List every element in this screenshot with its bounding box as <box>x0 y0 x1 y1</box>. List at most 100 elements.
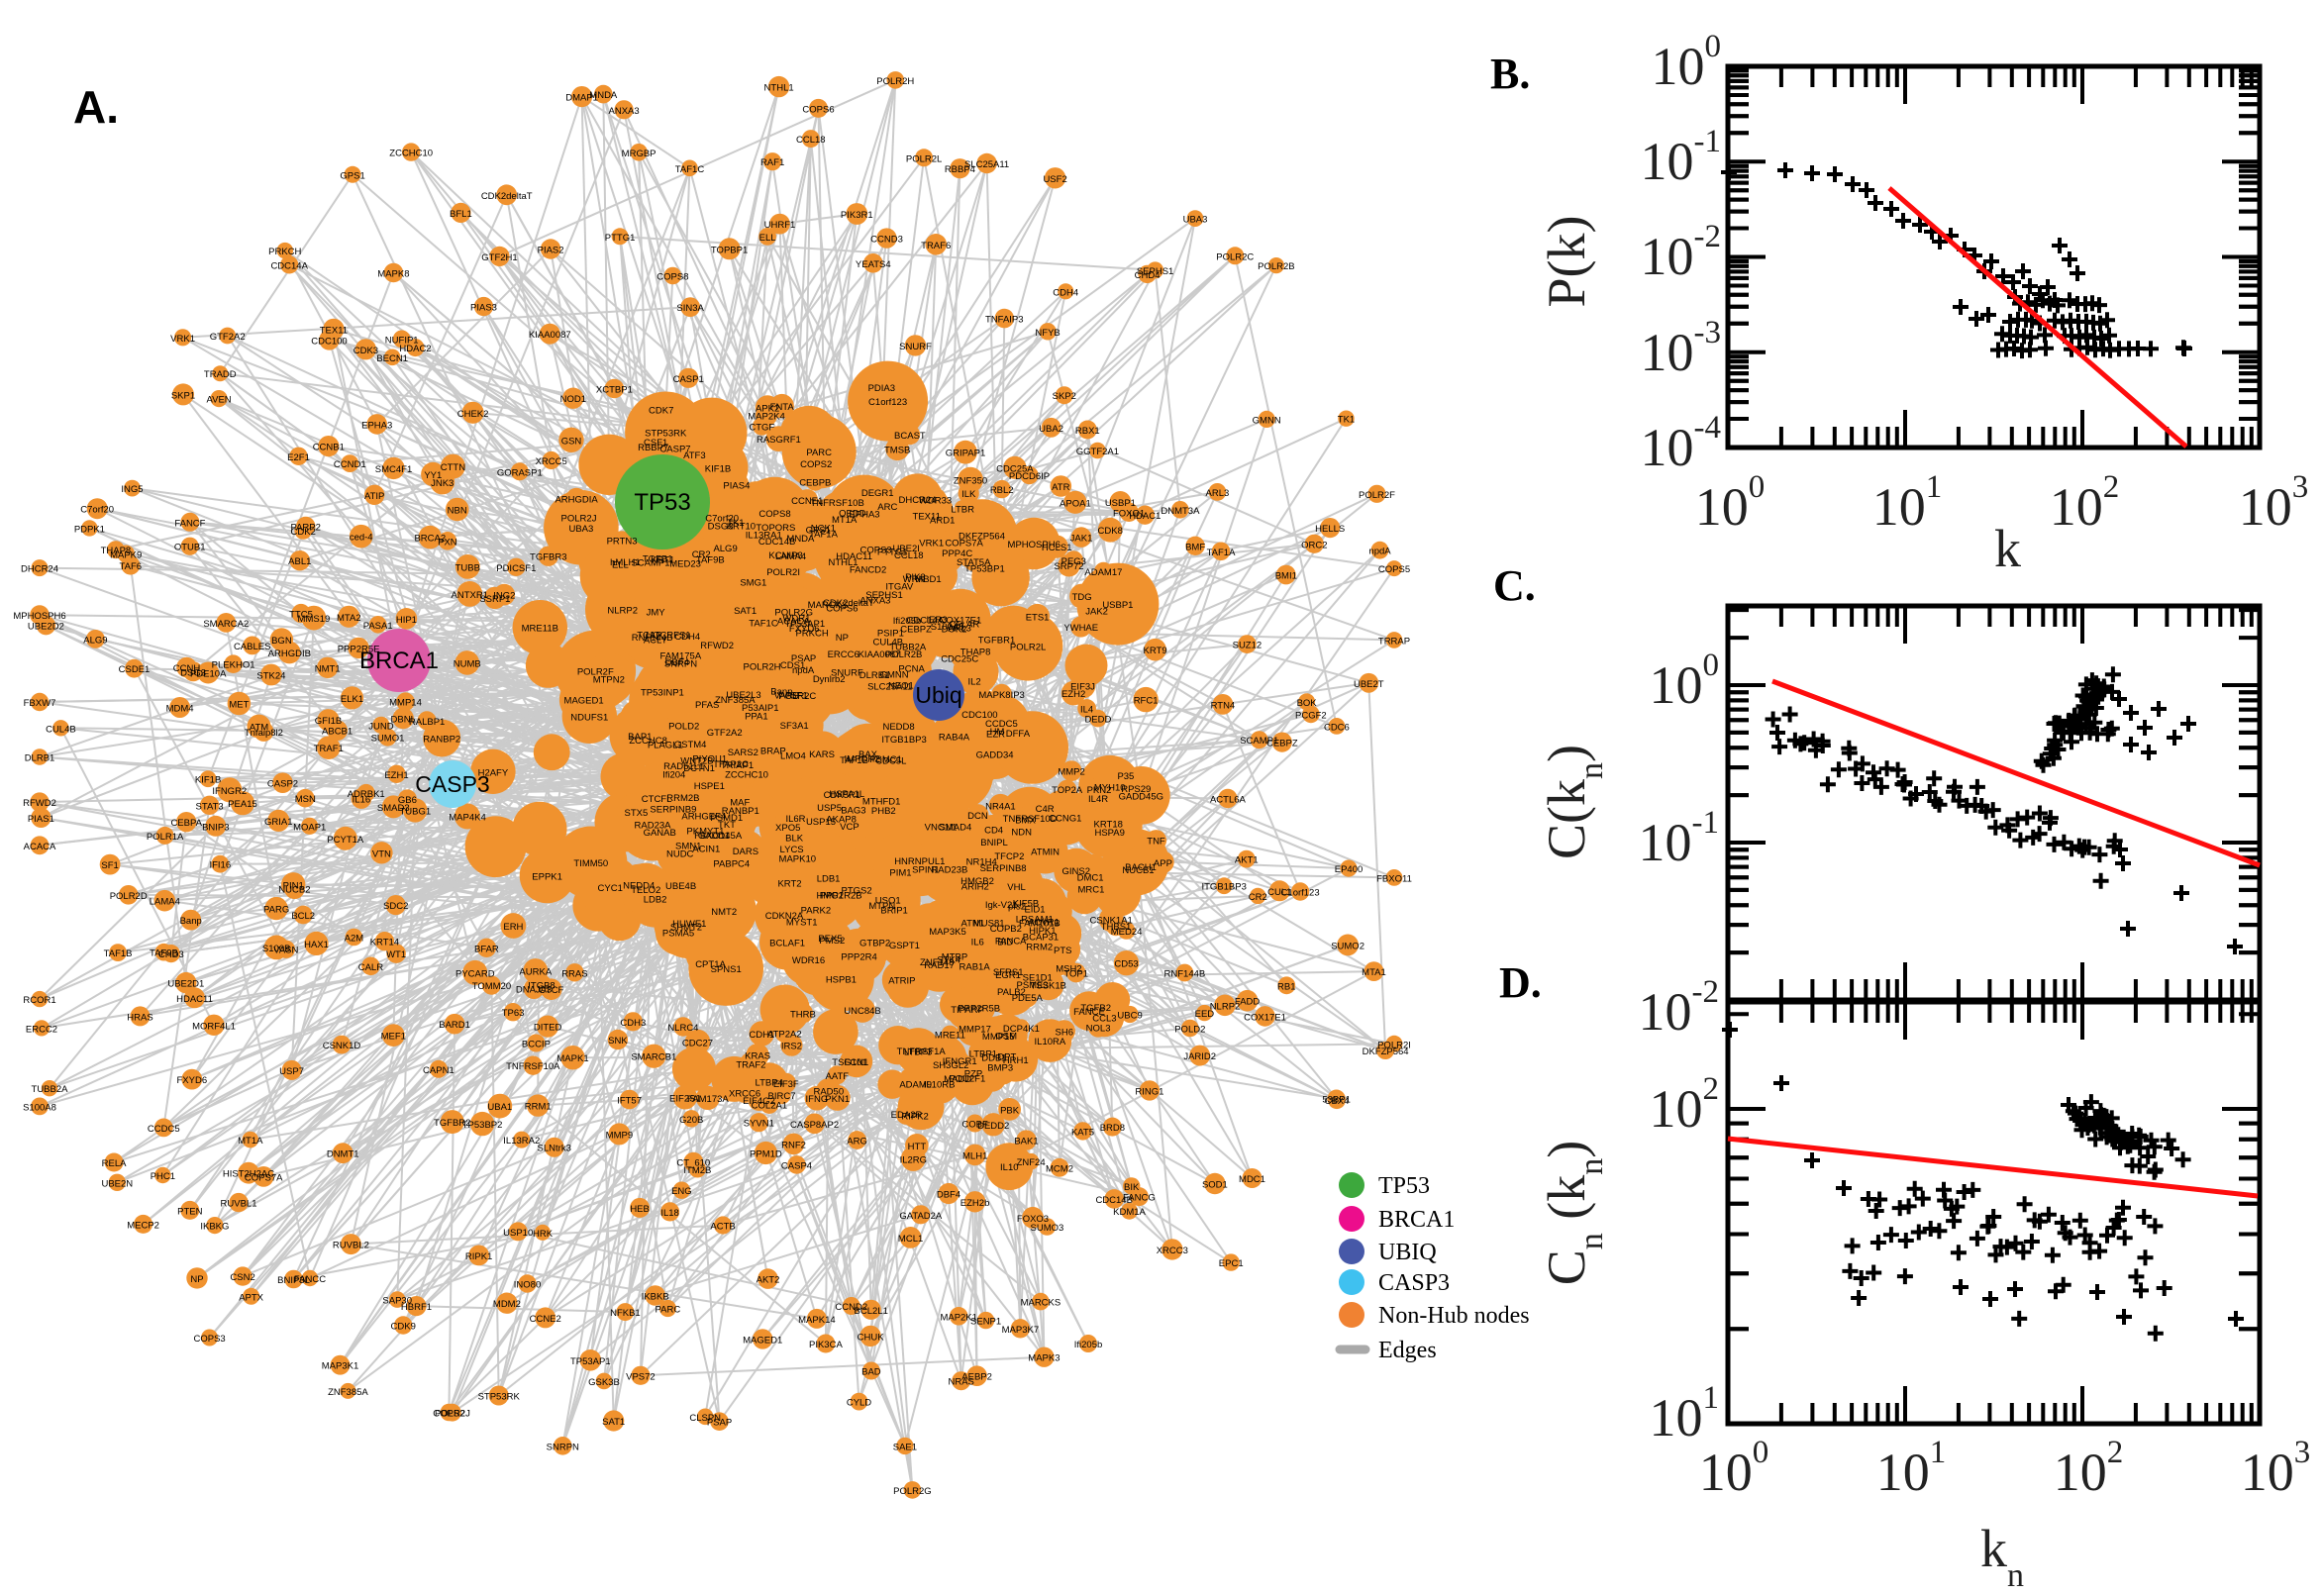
svg-text:RB1: RB1 <box>1277 981 1295 992</box>
svg-text:EIF3F: EIF3F <box>773 1079 799 1090</box>
svg-text:CD53: CD53 <box>1114 959 1138 970</box>
svg-text:TAF1C: TAF1C <box>675 164 705 175</box>
svg-text:SAT1: SAT1 <box>602 1417 625 1428</box>
svg-text:RUVBL2: RUVBL2 <box>333 1241 369 1251</box>
svg-text:POU2F1: POU2F1 <box>949 1074 985 1085</box>
svg-text:ATMIN: ATMIN <box>1031 848 1060 858</box>
svg-text:S100A8: S100A8 <box>23 1102 56 1113</box>
svg-text:C7orf20: C7orf20 <box>80 505 114 516</box>
svg-text:GMNN: GMNN <box>1253 415 1281 426</box>
svg-text:TP53BP1: TP53BP1 <box>964 563 1005 574</box>
svg-text:MAPK1: MAPK1 <box>556 1053 588 1064</box>
svg-text:CFLAR: CFLAR <box>949 620 979 631</box>
svg-text:D.: D. <box>1499 958 1542 1007</box>
svg-text:102: 102 <box>2050 469 2120 537</box>
svg-text:RRAS: RRAS <box>561 968 587 979</box>
svg-text:NDUFS1: NDUFS1 <box>570 712 608 723</box>
svg-text:BLK: BLK <box>785 834 804 845</box>
svg-text:CASP4: CASP4 <box>781 1160 812 1171</box>
svg-text:HMGB2: HMGB2 <box>960 876 994 887</box>
svg-text:COPS6: COPS6 <box>826 603 858 614</box>
svg-text:WDR33: WDR33 <box>919 496 952 507</box>
svg-text:TUBG1: TUBG1 <box>399 806 431 817</box>
svg-text:COPS2: COPS2 <box>433 1409 464 1420</box>
svg-text:ILK: ILK <box>961 489 976 500</box>
svg-text:MAPK8: MAPK8 <box>377 269 409 280</box>
svg-text:CDC14A: CDC14A <box>270 260 308 271</box>
svg-text:COPS7A: COPS7A <box>245 1172 283 1183</box>
svg-text:POLR2I: POLR2I <box>766 567 800 578</box>
svg-text:RRM2: RRM2 <box>1026 942 1053 952</box>
svg-text:FAM173A: FAM173A <box>687 1094 729 1105</box>
svg-text:RAB1A: RAB1A <box>960 962 991 973</box>
svg-text:102: 102 <box>2054 1435 2124 1502</box>
svg-text:KRT2: KRT2 <box>777 879 801 890</box>
svg-text:CASP1: CASP1 <box>673 374 704 385</box>
svg-text:IFNGR2: IFNGR2 <box>212 786 247 797</box>
svg-text:DEGR1: DEGR1 <box>861 488 894 499</box>
svg-text:ARHGDIA: ARHGDIA <box>555 495 598 506</box>
svg-text:CASP3: CASP3 <box>1378 1270 1450 1296</box>
svg-text:FXYD6: FXYD6 <box>176 1075 207 1086</box>
svg-text:RNF2: RNF2 <box>781 1140 806 1150</box>
svg-text:EPHA3: EPHA3 <box>361 420 392 431</box>
svg-text:MDM2: MDM2 <box>493 1299 521 1310</box>
svg-text:NEDD8: NEDD8 <box>882 722 914 733</box>
svg-text:MORF4L1: MORF4L1 <box>192 1021 236 1032</box>
svg-text:TOP2A: TOP2A <box>1052 785 1083 796</box>
svg-text:KDM1A: KDM1A <box>1113 1207 1146 1218</box>
svg-text:EP400: EP400 <box>1335 864 1364 875</box>
svg-text:YY1: YY1 <box>424 470 442 481</box>
svg-text:NOD1: NOD1 <box>560 394 586 405</box>
svg-text:CEBPZ: CEBPZ <box>1266 739 1298 749</box>
svg-text:ALG9: ALG9 <box>713 544 737 554</box>
svg-text:MAP2K1: MAP2K1 <box>940 1312 977 1323</box>
svg-text:ATP2A2: ATP2A2 <box>767 1029 802 1040</box>
svg-text:RBBP7: RBBP7 <box>638 443 668 453</box>
svg-text:CDC25A: CDC25A <box>996 463 1034 474</box>
svg-text:SNRPN: SNRPN <box>547 1442 579 1452</box>
svg-text:CBX4: CBX4 <box>1325 1096 1350 1107</box>
svg-text:MDM4: MDM4 <box>166 704 194 715</box>
svg-text:UBE2I: UBE2I <box>892 544 919 554</box>
svg-text:POLR2C: POLR2C <box>1216 251 1254 262</box>
svg-text:TTC5: TTC5 <box>289 610 313 621</box>
svg-text:MSH2: MSH2 <box>1056 964 1081 975</box>
svg-text:LTBR: LTBR <box>951 505 974 516</box>
svg-text:POLR2H: POLR2H <box>876 76 914 87</box>
svg-text:BAD: BAD <box>861 1367 881 1378</box>
svg-text:PKN2: PKN2 <box>1087 785 1112 796</box>
svg-text:RAF1: RAF1 <box>760 157 784 168</box>
svg-text:ATIP: ATIP <box>364 491 384 502</box>
svg-text:103: 103 <box>2239 469 2309 537</box>
svg-text:CDH3: CDH3 <box>620 1018 646 1029</box>
svg-text:DKFZP564: DKFZP564 <box>959 531 1005 542</box>
svg-text:OEDD: OEDD <box>839 508 866 519</box>
svg-text:CCL18: CCL18 <box>796 135 826 146</box>
svg-text:A.: A. <box>73 81 119 133</box>
svg-text:CDC6: CDC6 <box>1324 722 1350 733</box>
svg-text:SKP1: SKP1 <box>171 390 195 401</box>
svg-text:PASA1: PASA1 <box>363 621 393 632</box>
svg-text:CDC100: CDC100 <box>311 336 347 347</box>
svg-text:USF2: USF2 <box>1043 174 1066 185</box>
svg-text:RAB4A: RAB4A <box>939 733 970 744</box>
svg-text:CDK8: CDK8 <box>1098 526 1123 537</box>
svg-text:SDC2: SDC2 <box>383 901 408 912</box>
svg-text:10-2: 10-2 <box>1639 974 1720 1042</box>
svg-text:BNIP3: BNIP3 <box>202 822 229 833</box>
svg-text:IL2RG: IL2RG <box>900 1154 927 1165</box>
svg-text:YWHAE: YWHAE <box>1063 623 1098 634</box>
svg-text:CTCFL: CTCFL <box>642 794 672 805</box>
svg-text:RTN4: RTN4 <box>1211 700 1236 711</box>
svg-text:JARID2: JARID2 <box>1183 1051 1216 1062</box>
svg-text:TFCP2: TFCP2 <box>994 851 1024 862</box>
svg-text:KIF1B: KIF1B <box>195 775 221 786</box>
svg-text:Cn (kn): Cn (kn) <box>1537 1141 1610 1286</box>
svg-text:IFNGR1: IFNGR1 <box>943 1056 977 1067</box>
svg-text:IKBKG: IKBKG <box>200 1222 229 1233</box>
svg-text:TAF1A: TAF1A <box>1207 548 1237 558</box>
svg-text:PEA15: PEA15 <box>228 799 257 810</box>
svg-text:TP53AP1: TP53AP1 <box>570 1356 611 1367</box>
svg-text:ABL1: ABL1 <box>288 556 311 567</box>
